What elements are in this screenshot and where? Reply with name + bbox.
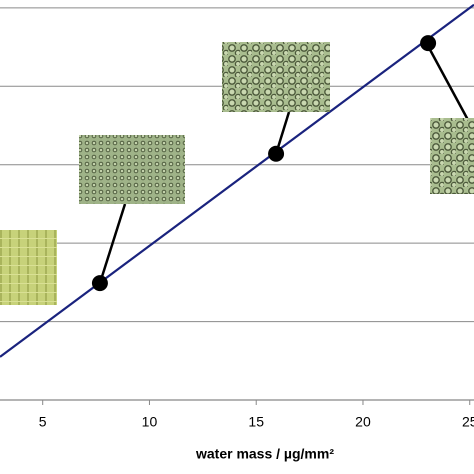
micrograph (79, 135, 185, 204)
x-tick-label: 20 (355, 414, 371, 430)
connector (426, 45, 470, 121)
marks (0, 3, 474, 358)
fit-line (0, 3, 474, 358)
x-axis-label: water mass / µg/mm² (195, 446, 334, 462)
points (91, 35, 437, 292)
x-tick-label: 25 (462, 414, 474, 430)
micrograph (0, 230, 57, 305)
x-tick-label: 15 (248, 414, 264, 430)
micrograph (430, 118, 474, 194)
x-tick-label: 10 (142, 414, 158, 430)
data-point (268, 145, 285, 162)
x-tick-label: 5 (39, 414, 47, 430)
data-point (91, 275, 108, 292)
connector (98, 203, 127, 284)
insets (0, 42, 474, 305)
micrograph (222, 42, 330, 112)
data-point (420, 35, 437, 52)
